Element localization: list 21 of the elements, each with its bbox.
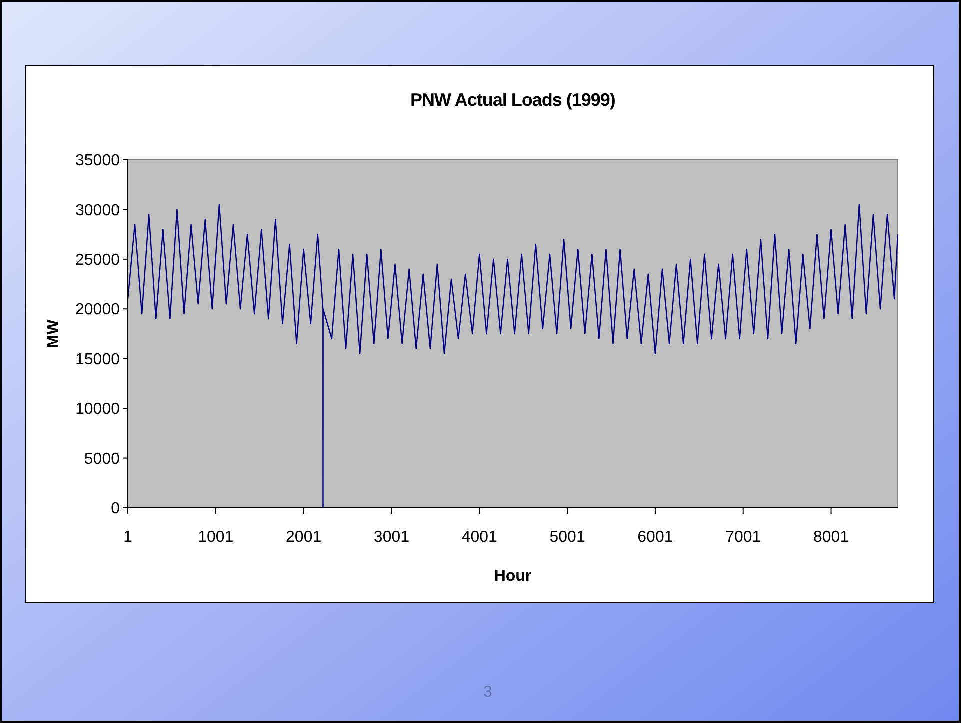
text: 3 bbox=[484, 684, 493, 701]
x-tick-label: 7001 bbox=[726, 529, 762, 546]
chart-title: PNW Actual Loads (1999) bbox=[410, 90, 616, 110]
x-tick-label: 2001 bbox=[286, 529, 322, 546]
y-axis-title: MW bbox=[45, 318, 62, 348]
x-tick-label: 3001 bbox=[374, 529, 410, 546]
x-tick-label: 4001 bbox=[462, 529, 498, 546]
y-tick-label: 10000 bbox=[76, 401, 120, 418]
x-tick-label: 8001 bbox=[813, 529, 850, 546]
y-tick-label: 25000 bbox=[76, 252, 120, 270]
x-tick-label: 1001 bbox=[198, 529, 234, 546]
x-axis-title: Hour bbox=[494, 568, 532, 585]
y-tick-label: 5000 bbox=[84, 450, 120, 468]
y-tick-label: 35000 bbox=[76, 152, 120, 170]
x-tick-label: 1 bbox=[124, 529, 133, 546]
y-tick-label: 0 bbox=[111, 500, 120, 518]
y-tick-label: 15000 bbox=[76, 351, 120, 368]
y-tick-label: 30000 bbox=[76, 202, 120, 220]
x-tick-label: 6001 bbox=[638, 529, 674, 546]
x-tick-label: 5001 bbox=[550, 529, 586, 546]
y-tick-label: 20000 bbox=[76, 302, 120, 319]
